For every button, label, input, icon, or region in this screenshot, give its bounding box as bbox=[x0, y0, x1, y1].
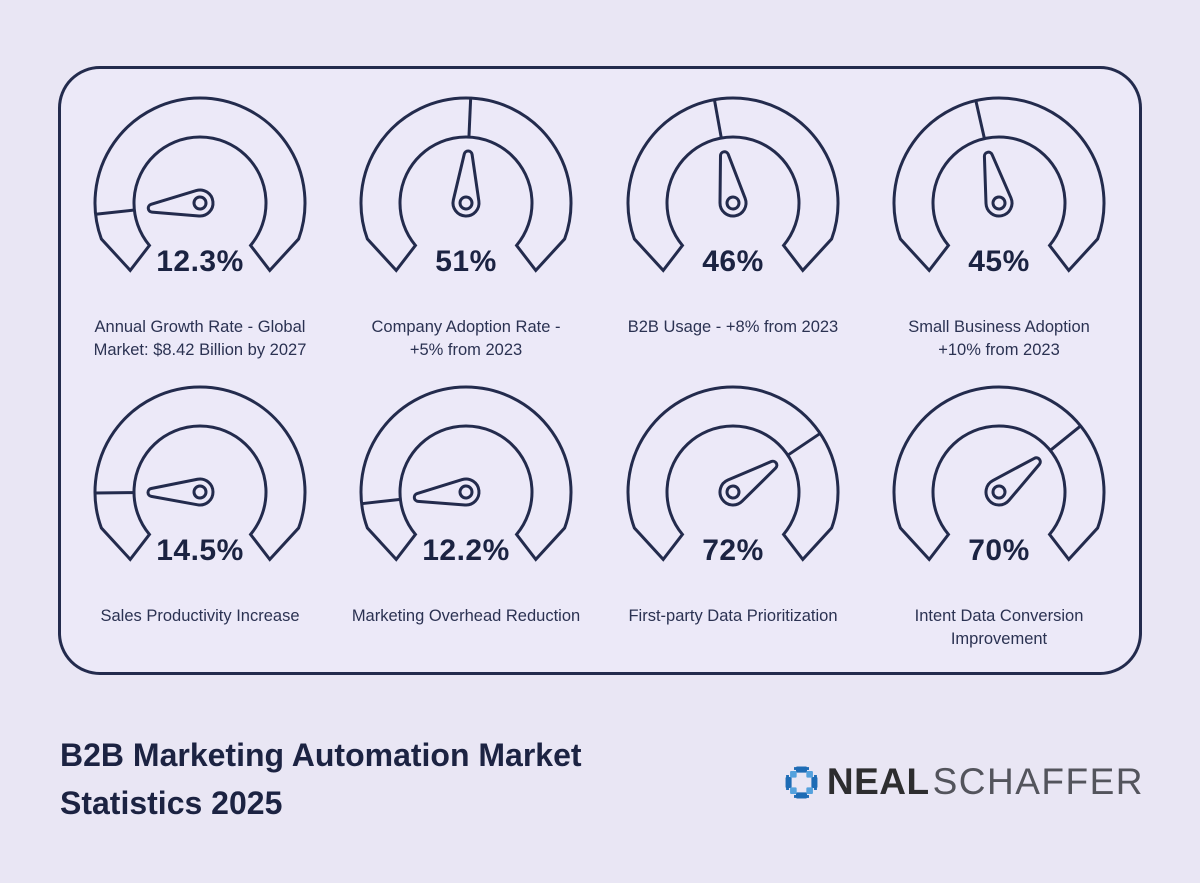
gauge-label: Marketing Overhead Reduction bbox=[351, 607, 581, 625]
gauge-cell-b2b-usage: 46% B2B Usage - +8% from 2023 bbox=[600, 95, 866, 387]
gauge-value: 12.2% bbox=[422, 534, 510, 567]
gauge-cell-marketing-overhead: 12.2% Marketing Overhead Reduction bbox=[333, 384, 599, 676]
gauge-label: Intent Data Conversion Improvement bbox=[914, 607, 1084, 648]
gauge-dial bbox=[93, 96, 307, 273]
brand-name-bold: NEAL bbox=[826, 761, 930, 802]
gauge-value: 12.3% bbox=[156, 245, 244, 278]
gauge-cell-intent-data-conversion: 70% Intent Data Conversion Improvement bbox=[866, 384, 1132, 676]
gauge-cell-annual-growth-rate: 12.3% Annual Growth Rate - Global Market… bbox=[67, 95, 333, 387]
gauge-value: 45% bbox=[968, 245, 1030, 278]
gauge-dial bbox=[892, 385, 1106, 562]
page-title: B2B Marketing Automation Market Statisti… bbox=[60, 737, 582, 821]
brand-name-light: SCHAFFER bbox=[932, 761, 1144, 802]
gauge-value: 72% bbox=[702, 534, 764, 567]
gauge-cell-company-adoption-rate: 51% Company Adoption Rate - +5% from 202… bbox=[333, 95, 599, 387]
brand-logo: NEAL SCHAFFER bbox=[785, 759, 1144, 805]
gauge-label: Sales Productivity Increase bbox=[100, 607, 300, 625]
gauge-dial bbox=[359, 385, 573, 562]
gauge-value: 51% bbox=[435, 245, 497, 278]
gauge-cell-sales-productivity: 14.5% Sales Productivity Increase bbox=[67, 384, 333, 676]
gauge-value: 70% bbox=[968, 534, 1030, 567]
gauge-cell-small-business-adoption: 45% Small Business Adoption +10% from 20… bbox=[866, 95, 1132, 387]
gauge-value: 46% bbox=[702, 245, 764, 278]
gauge-dial bbox=[626, 385, 840, 562]
gauge-label: Small Business Adoption +10% from 2023 bbox=[908, 318, 1090, 359]
gauge-label: Annual Growth Rate - Global Market: $8.4… bbox=[93, 318, 307, 359]
gauges-card bbox=[58, 66, 1142, 675]
gauge-value: 14.5% bbox=[156, 534, 244, 567]
gauge-dial bbox=[626, 96, 840, 273]
gauge-cell-first-party-data: 72% First-party Data Prioritization bbox=[600, 384, 866, 676]
gauge-dial bbox=[93, 385, 307, 562]
gauge-dial bbox=[359, 96, 573, 273]
gauge-label: Company Adoption Rate - +5% from 2023 bbox=[371, 318, 561, 359]
gauge-label: First-party Data Prioritization bbox=[628, 607, 838, 625]
gauge-label: B2B Usage - +8% from 2023 bbox=[627, 318, 839, 336]
gauge-dial bbox=[892, 96, 1106, 273]
neal-schaffer-logo-icon bbox=[785, 766, 818, 798]
